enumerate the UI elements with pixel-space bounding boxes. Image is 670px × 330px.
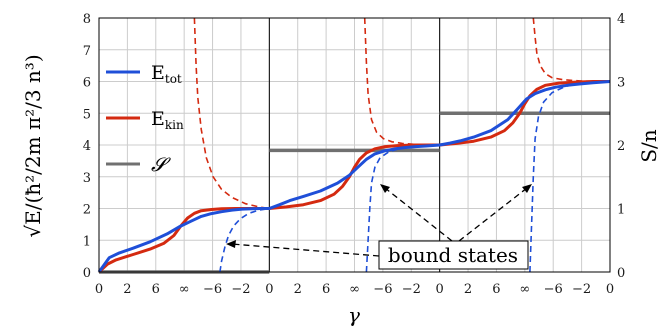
y-tick-label: 4: [83, 139, 91, 154]
x-tick-label: −6: [373, 282, 392, 297]
legend-label-etot: Etot: [151, 62, 182, 86]
y2-tick-label: 4: [617, 12, 625, 27]
x-tick-label: 0: [436, 282, 444, 297]
annotation-arrow-2: [384, 187, 453, 242]
y2-axis-label-text: S/n: [637, 129, 661, 162]
x-tick-label: −2: [231, 282, 250, 297]
x-axis-label: γ: [348, 303, 360, 327]
y-tick-label: 1: [83, 234, 91, 249]
y2-tick-label: 1: [617, 203, 625, 218]
y-tick-label: 6: [83, 76, 91, 91]
y2-tick-label: 3: [617, 76, 625, 91]
y2-tick-label: 0: [617, 266, 625, 281]
legend: Etot Ekin 𝓢: [106, 62, 184, 176]
y-axis-label-text: √E/(ħ²/2m π²/3 n³): [21, 54, 45, 237]
y-tick-label: 8: [83, 12, 91, 27]
x-tick-label: 6: [152, 282, 160, 297]
y-tick-label: 5: [83, 107, 91, 122]
bound-states-annotation: bound states: [226, 184, 532, 270]
arrowhead-3: [522, 184, 532, 193]
y-tick-label: 0: [83, 266, 91, 281]
x-tick-label: 2: [123, 282, 131, 297]
x-tick-label: 2: [294, 282, 302, 297]
plot-frame: [98, 17, 611, 273]
legend-label-ekin: Ekin: [151, 108, 184, 132]
arrowhead-2: [380, 184, 390, 193]
x-tick-label: ∞: [349, 282, 360, 297]
annotation-arrow-1: [231, 243, 380, 257]
tick-labels: 0 1 2 3 4 5 6 7 8 0 1 2 3 4 0 2 6 ∞ −6 −2 0 2 6 ∞ −6 −2 0 2 6 ∞ −6 −2 0: [83, 12, 626, 297]
annotation-text: bound states: [388, 243, 518, 267]
annotation-box: [378, 240, 529, 270]
y2-axis-label: S/n: [637, 129, 661, 162]
y-axis-label: √E/(ħ²/2m π²/3 n³): [21, 54, 45, 237]
y-tick-label: 7: [83, 44, 91, 59]
legend-label-s: 𝓢: [151, 154, 171, 176]
x-tick-label: −2: [572, 282, 591, 297]
x-tick-label: 2: [464, 282, 472, 297]
x-tick-label: −6: [544, 282, 563, 297]
x-tick-label: ∞: [179, 282, 190, 297]
x-tick-label: −6: [203, 282, 222, 297]
x-tick-label: 0: [95, 282, 103, 297]
annotation-arrow-3: [458, 187, 528, 242]
x-tick-label: 0: [606, 282, 614, 297]
y-tick-label: 3: [83, 171, 91, 186]
arrowhead-1: [226, 240, 236, 248]
x-tick-label: 0: [265, 282, 273, 297]
x-tick-label: 6: [322, 282, 330, 297]
x-tick-label: 6: [492, 282, 500, 297]
y2-tick-label: 2: [617, 139, 625, 154]
y-tick-label: 2: [83, 203, 91, 218]
x-tick-label: ∞: [519, 282, 530, 297]
series-etot-line: [97, 80, 611, 273]
x-tick-label: −2: [402, 282, 421, 297]
